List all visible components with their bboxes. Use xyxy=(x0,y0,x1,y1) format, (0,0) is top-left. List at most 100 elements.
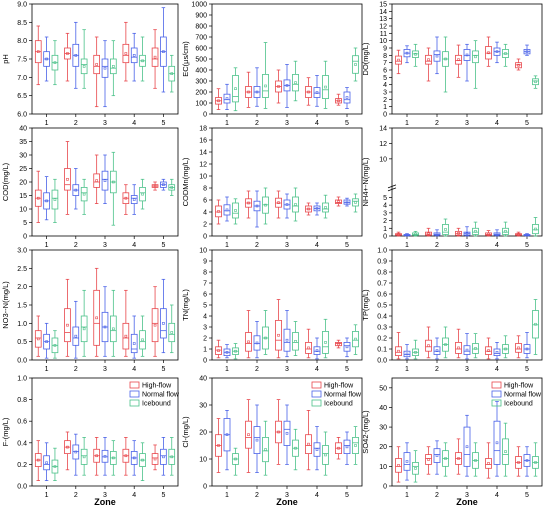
x-tick-label: 3 xyxy=(103,492,107,499)
y-tick-label: 0.8 xyxy=(377,270,387,277)
box-iqr xyxy=(253,426,261,455)
box-iqr xyxy=(485,346,492,355)
y-axis-label: Cl-(mg/L) xyxy=(181,416,190,448)
y-tick-label: 5 xyxy=(23,220,27,227)
y-tick-label: 5 xyxy=(203,303,207,310)
box-mean-marker xyxy=(414,52,417,56)
x-tick-label: 3 xyxy=(465,492,469,499)
box-mean-marker xyxy=(45,57,48,61)
box-mean-marker xyxy=(474,55,477,59)
box-mean-marker xyxy=(255,90,259,94)
box-iqr xyxy=(403,350,411,358)
box-mean-marker xyxy=(457,346,460,350)
box-mean-marker xyxy=(525,347,529,351)
box-iqr xyxy=(245,332,252,352)
y-axis-label: TP(mg/L) xyxy=(361,289,370,321)
box-mean-marker xyxy=(285,432,289,435)
y-tick-label: 1000 xyxy=(191,2,207,9)
box-mean-marker xyxy=(264,336,267,340)
box-mean-marker xyxy=(234,209,237,212)
box-mean-marker xyxy=(465,445,469,449)
y-tick-label: 30 xyxy=(379,425,387,432)
box-mean-marker xyxy=(337,446,340,450)
box-mean-marker xyxy=(414,467,417,470)
x-tick-label: 5 xyxy=(525,492,529,499)
box-mean-marker xyxy=(435,54,439,58)
y-tick-label: 7 xyxy=(383,60,387,67)
box-iqr xyxy=(80,186,88,202)
box-mean-marker xyxy=(53,465,57,468)
legend-swatch xyxy=(491,390,502,398)
x-tick-label: 5 xyxy=(345,242,349,249)
x-tick-label: 4 xyxy=(315,366,319,373)
box-mean-marker xyxy=(495,441,499,445)
box-iqr xyxy=(343,341,351,352)
box-mean-marker xyxy=(504,450,507,453)
box-iqr xyxy=(485,458,492,469)
x-tick-label: 1 xyxy=(45,120,49,127)
y-axis-label: pH xyxy=(1,54,10,64)
box-mean-marker xyxy=(534,227,537,231)
box-mean-marker xyxy=(465,232,469,235)
box-mean-marker xyxy=(337,200,340,204)
y-tick-label: 10 xyxy=(19,207,27,214)
box-iqr xyxy=(122,322,130,350)
box-mean-marker xyxy=(132,456,136,460)
box-mean-marker xyxy=(405,51,409,55)
x-tick-label: 3 xyxy=(465,120,469,127)
y-tick-label: 8.5 xyxy=(17,20,27,27)
box-mean-marker xyxy=(474,347,477,350)
y-tick-label: 0.9 xyxy=(377,259,387,266)
box-mean-marker xyxy=(82,192,86,196)
x-tick-label: 4 xyxy=(495,366,499,373)
box-mean-marker xyxy=(534,322,537,326)
box-iqr xyxy=(412,462,419,475)
box-mean-marker xyxy=(66,323,69,327)
y-tick-label: 20 xyxy=(19,180,27,187)
box-iqr xyxy=(139,186,146,202)
x-tick-label: 4 xyxy=(315,120,319,127)
box-iqr xyxy=(455,341,462,354)
box-mean-marker xyxy=(95,454,98,458)
x-tick-label: 2 xyxy=(255,242,259,249)
box-mean-marker xyxy=(82,455,86,459)
box-mean-marker xyxy=(162,50,165,53)
box-iqr xyxy=(292,74,299,92)
y-tick-label: 50 xyxy=(379,385,387,392)
y-tick-label: 100 xyxy=(195,101,207,108)
y-tick-label: 400 xyxy=(195,68,207,75)
box-mean-marker xyxy=(435,232,439,236)
box-iqr xyxy=(433,346,441,355)
box-iqr xyxy=(472,227,479,235)
x-tick-label: 3 xyxy=(465,242,469,249)
y-tick-label: 0.0 xyxy=(377,358,387,365)
box-mean-marker xyxy=(324,206,327,209)
y-axis-label: NH4+-N(mg/L) xyxy=(361,157,370,206)
box-mean-marker xyxy=(307,346,310,350)
box-iqr xyxy=(313,442,321,457)
box-mean-marker xyxy=(45,340,48,343)
box-mean-marker xyxy=(465,53,469,57)
box-iqr xyxy=(433,448,441,463)
x-tick-label: 4 xyxy=(132,366,136,373)
y-tick-label: 40 xyxy=(19,126,27,133)
box-iqr xyxy=(493,420,501,465)
y-axis-label: SO42-(mg/L) xyxy=(361,410,370,454)
x-tick-label: 5 xyxy=(161,242,165,249)
y-tick-label: 15 xyxy=(19,193,27,200)
box-mean-marker xyxy=(103,325,107,329)
box-iqr xyxy=(130,47,138,64)
box-iqr xyxy=(64,168,71,191)
y-tick-label: 10 xyxy=(379,156,387,163)
box-iqr xyxy=(232,75,239,103)
legend-label: Normal flow xyxy=(504,392,542,399)
box-iqr xyxy=(395,458,402,473)
box-iqr xyxy=(433,50,441,62)
box-mean-marker xyxy=(294,446,297,450)
y-tick-label: 0.3 xyxy=(377,325,387,332)
box-mean-marker xyxy=(277,201,280,204)
box-iqr xyxy=(168,322,176,343)
box-iqr xyxy=(101,449,109,463)
box-iqr xyxy=(292,332,299,351)
box-mean-marker xyxy=(234,457,237,461)
